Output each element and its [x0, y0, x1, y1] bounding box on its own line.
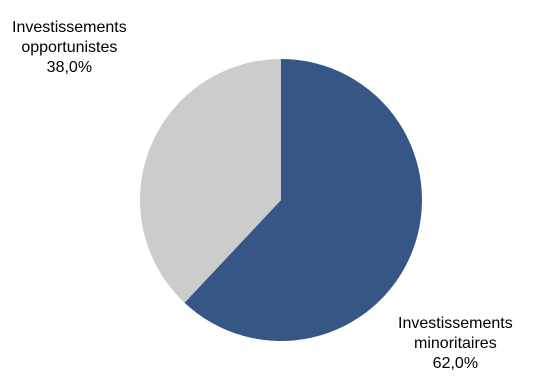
slice-value-minoritaires: 62,0%	[432, 355, 479, 372]
slice-label-minoritaires-line2: minoritaires	[414, 335, 497, 352]
pie-slice-opportunistes	[140, 59, 281, 303]
slice-value-opportunistes: 38,0%	[46, 59, 93, 76]
slice-label-minoritaires: Investissements minoritaires 62,0%	[398, 314, 513, 374]
slice-label-opportunistes-line2: opportunistes	[21, 39, 118, 56]
slice-label-minoritaires-line1: Investissements	[398, 315, 513, 332]
pie-slice-minoritaires	[184, 59, 423, 341]
slice-label-opportunistes-line1: Investissements	[12, 19, 127, 36]
slice-label-opportunistes: Investissements opportunistes 38,0%	[12, 18, 127, 78]
